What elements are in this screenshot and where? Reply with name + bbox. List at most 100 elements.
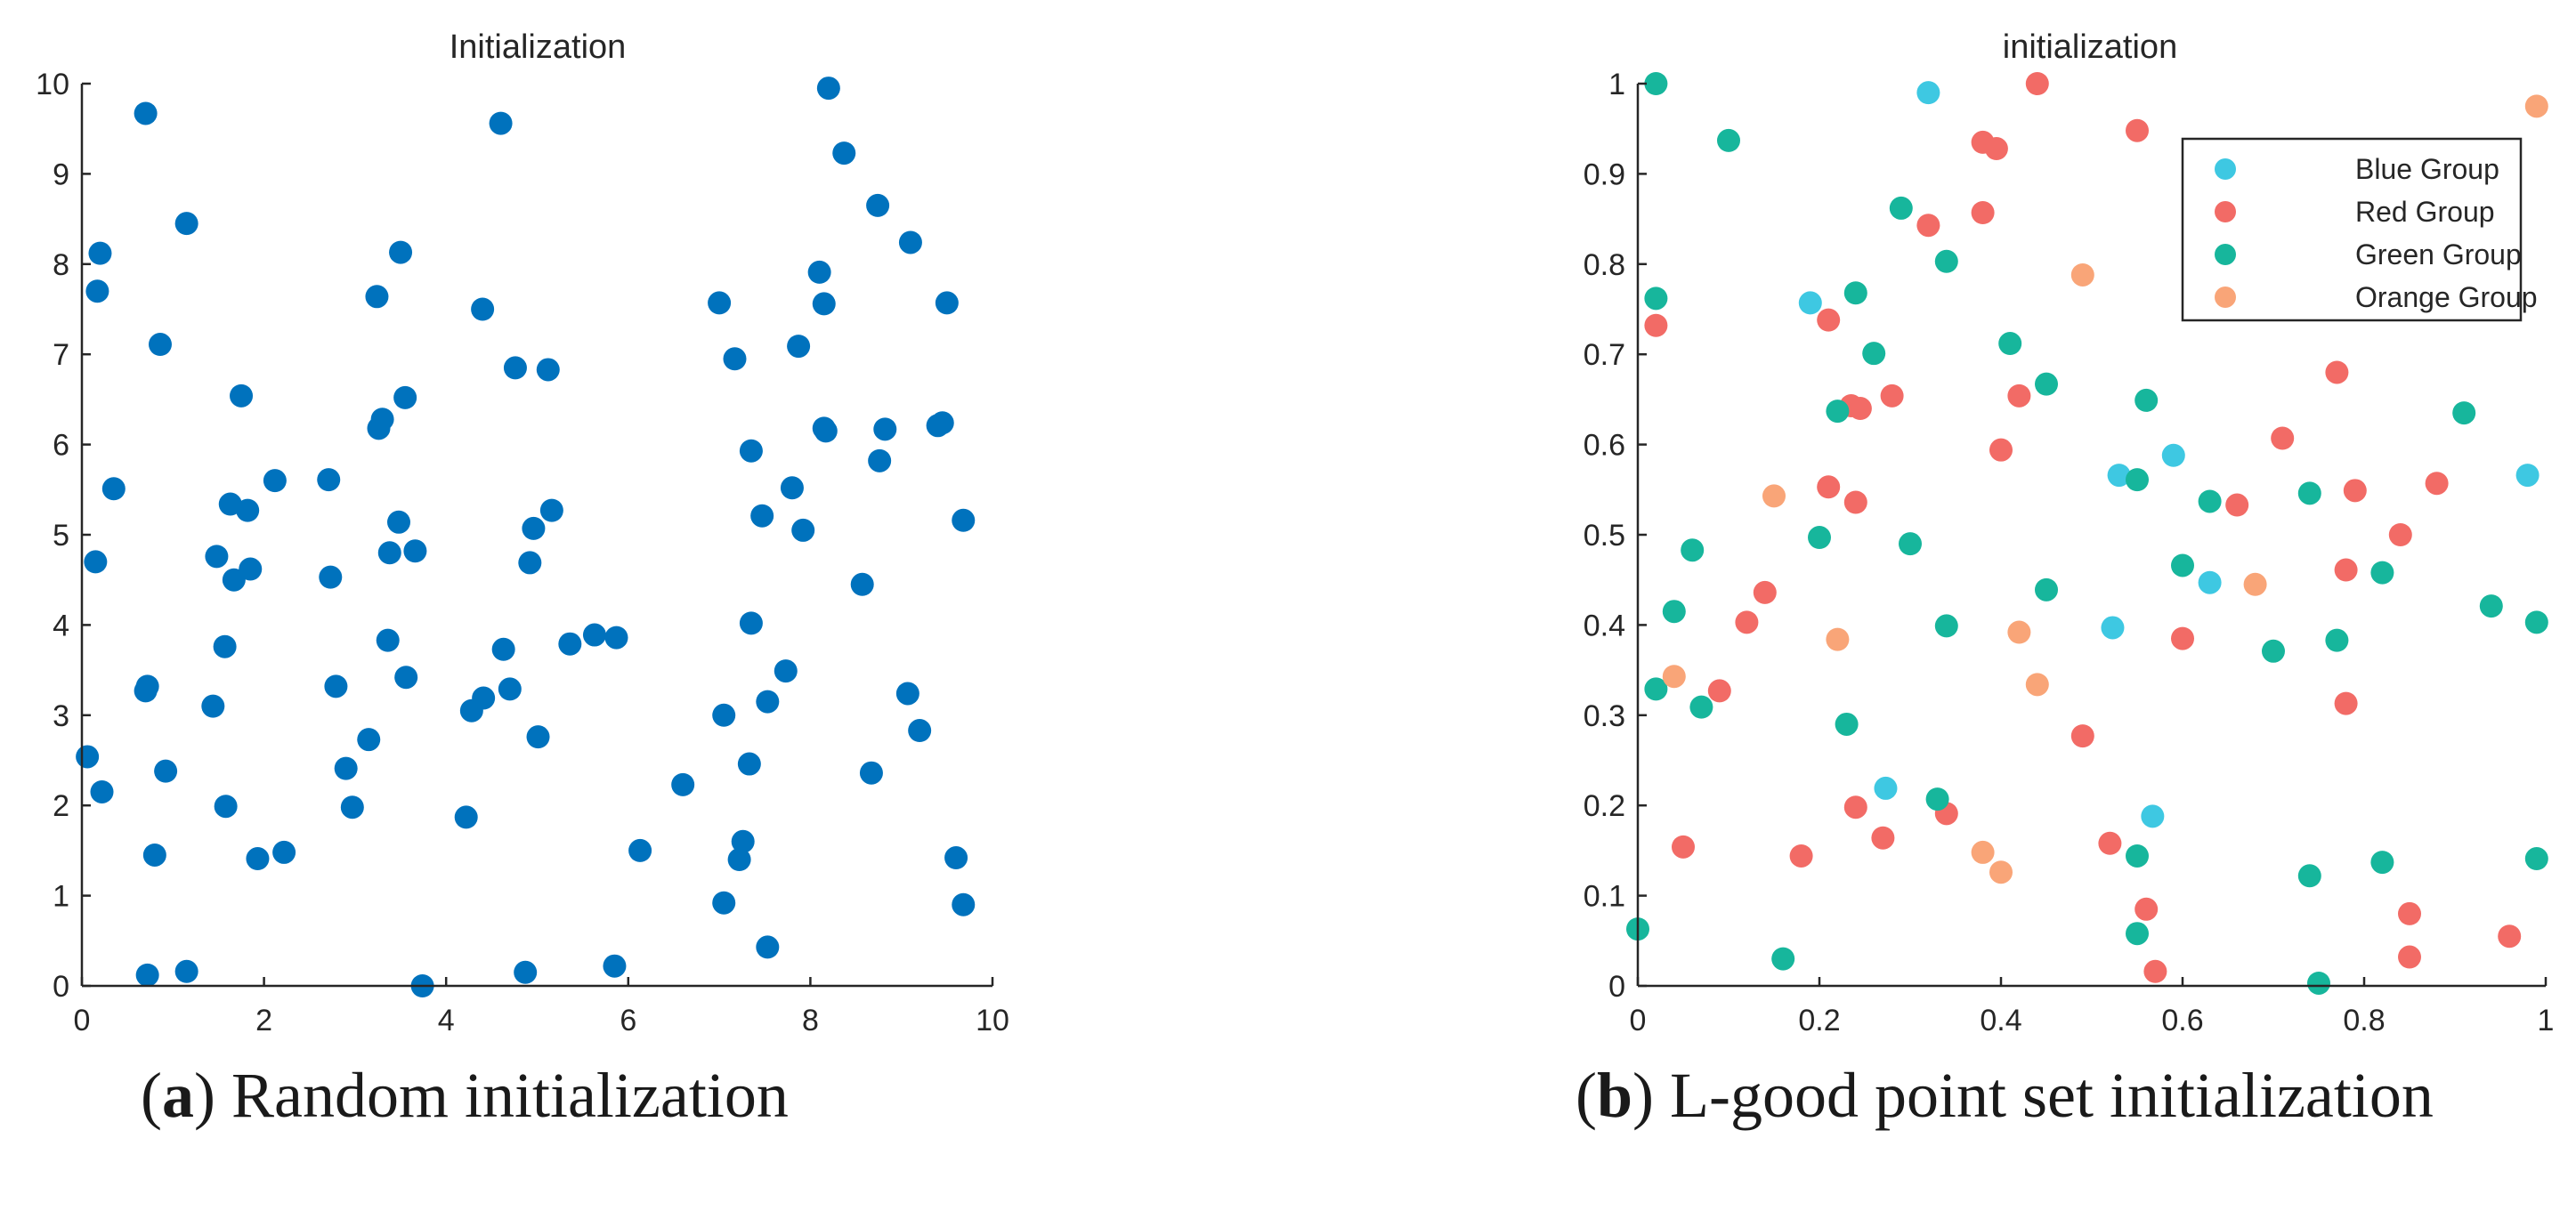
chart-a-points (76, 77, 976, 997)
chart-a-ytick-label: 6 (53, 429, 69, 463)
chart-b-point (2143, 959, 2167, 983)
chart-b-title: initialization (2003, 28, 2177, 66)
chart-b-point (1681, 538, 1705, 562)
chart-b-point (1798, 291, 1822, 315)
chart-a-point (935, 291, 959, 315)
chart-a-point (101, 477, 126, 501)
chart-b-xtick-label: 0.8 (2343, 1004, 2385, 1037)
chart-a-point (908, 719, 932, 743)
chart-b-point (1998, 332, 2022, 356)
chart-a-point (134, 101, 158, 125)
chart-a-point (317, 468, 341, 492)
chart-a-point (739, 439, 763, 463)
chart-b-point (2334, 558, 2358, 582)
chart-b-point (2070, 262, 2094, 287)
chart-b-point (2101, 616, 2125, 640)
chart-a-title: Initialization (450, 28, 627, 66)
chart-b-point (2307, 971, 2330, 995)
chart-a-point (201, 694, 225, 718)
chart-b-xtick-label: 0 (1630, 1004, 1647, 1037)
chart-b-points (1626, 72, 2548, 995)
chart-a-point (334, 756, 358, 780)
chart-b-point (1862, 342, 1886, 366)
chart-a-point (135, 674, 159, 698)
chart-b-point (2070, 724, 2094, 748)
chart-a-point (832, 141, 856, 165)
chart-b-ytick-label: 0.3 (1584, 699, 1625, 733)
chart-b-point (1817, 475, 1841, 499)
chart-b-point (2398, 901, 2421, 925)
chart-b-point (1826, 400, 1850, 424)
chart-b-point (2325, 628, 2349, 652)
chart-a-point (756, 690, 780, 714)
chart-a-point (514, 960, 538, 984)
chart-b-ytick-label: 0.9 (1584, 157, 1625, 191)
legend-marker (2215, 201, 2236, 222)
chart-a-ticks: 0 2 4 6 8 10 0 1 2 3 4 5 6 7 8 9 10 (36, 68, 1009, 1037)
chart-b-point (1689, 695, 1713, 719)
chart-b-xtick-label: 0.6 (2161, 1004, 2203, 1037)
chart-a-point (471, 297, 495, 321)
chart-a-point (403, 539, 427, 563)
legend-marker (2215, 287, 2236, 308)
chart-a-point (816, 77, 840, 101)
chart-b-point (1971, 201, 1995, 225)
caption-a-text: Random initialization (215, 1060, 789, 1131)
chart-a-point (731, 829, 755, 853)
chart-a-xtick-label: 8 (802, 1004, 819, 1037)
chart-b-point (2225, 493, 2249, 517)
chart-a-point (582, 623, 606, 647)
chart-b-point (2007, 620, 2031, 644)
chart-b-point (2325, 360, 2349, 384)
chart-a-point (558, 632, 582, 656)
chart-a-point (930, 411, 954, 435)
chart-a-point (377, 541, 401, 565)
chart-a-point (898, 230, 922, 254)
chart-b-point (2398, 945, 2421, 969)
chart-b-point (2524, 847, 2548, 871)
chart-b-point (1762, 484, 1786, 508)
chart-b-point (1989, 438, 2013, 462)
chart-a-point (376, 628, 400, 652)
chart-b-point (2343, 479, 2367, 503)
chart-a-ytick-label: 9 (53, 157, 69, 191)
chart-b-point (2126, 844, 2149, 868)
chart-a-ytick-label: 0 (53, 970, 69, 1004)
chart-b-point (1843, 490, 1867, 514)
chart-b-point (2035, 372, 2058, 396)
chart-b-point (1848, 397, 1872, 421)
chart-a-xtick-label: 6 (620, 1004, 636, 1037)
chart-a-point (340, 795, 364, 819)
chart-a-point (472, 686, 496, 710)
chart-a-point (750, 504, 774, 528)
chart-b-point (1789, 844, 1813, 868)
chart-a-point (739, 611, 763, 635)
chart-b-ytick-label: 0.4 (1584, 609, 1625, 642)
chart-a-ytick-label: 7 (53, 338, 69, 372)
chart-b-point (1808, 526, 1831, 550)
chart-b-point (1934, 614, 1958, 638)
chart-a-ytick-label: 3 (53, 699, 69, 733)
chart-b-point (1889, 196, 1913, 220)
chart-a-point (174, 212, 198, 236)
chart-a-point (263, 469, 287, 493)
chart-b-point (1916, 81, 1940, 105)
chart-a-point (807, 260, 831, 284)
chart-a-point (737, 752, 761, 776)
chart-a-point (787, 335, 811, 359)
chart-a-point (491, 637, 515, 661)
chart-a-xtick-label: 10 (976, 1004, 1009, 1037)
chart-b-point (1843, 795, 1867, 819)
chart-b-point (1662, 600, 1686, 624)
chart-b-point (1835, 712, 1859, 736)
chart-a-point (84, 550, 108, 574)
chart-b-point (1707, 679, 1731, 703)
chart-b-point (1826, 627, 1850, 651)
chart-b-point (1644, 287, 1668, 311)
chart-b-point (2107, 464, 2131, 488)
chart-a-point (522, 516, 546, 540)
chart-a-point (370, 408, 394, 432)
chart-a-point (859, 761, 883, 785)
chart-a-point (389, 240, 413, 264)
